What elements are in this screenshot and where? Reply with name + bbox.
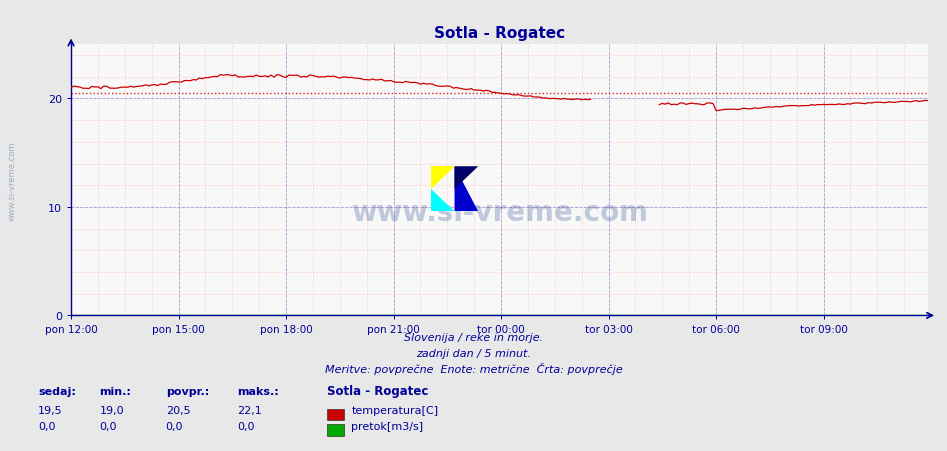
Text: Slovenija / reke in morje.: Slovenija / reke in morje. [404,332,543,342]
Text: 22,1: 22,1 [237,405,261,415]
Polygon shape [431,189,455,212]
Text: 20,5: 20,5 [166,405,190,415]
Text: www.si-vreme.com: www.si-vreme.com [8,141,17,220]
Polygon shape [455,167,478,189]
Text: Sotla - Rogatec: Sotla - Rogatec [327,385,428,398]
Text: zadnji dan / 5 minut.: zadnji dan / 5 minut. [416,348,531,358]
Text: pretok[m3/s]: pretok[m3/s] [351,421,423,431]
Polygon shape [431,167,455,189]
Text: maks.:: maks.: [237,387,278,396]
Text: Meritve: povprečne  Enote: metrične  Črta: povprečje: Meritve: povprečne Enote: metrične Črta:… [325,362,622,374]
Text: 0,0: 0,0 [237,421,254,431]
Polygon shape [455,167,478,212]
Text: povpr.:: povpr.: [166,387,209,396]
Text: 19,5: 19,5 [38,405,63,415]
Text: 19,0: 19,0 [99,405,124,415]
Text: sedaj:: sedaj: [38,387,76,396]
Text: 0,0: 0,0 [38,421,55,431]
Text: min.:: min.: [99,387,132,396]
Text: 0,0: 0,0 [166,421,183,431]
Text: temperatura[C]: temperatura[C] [351,405,438,415]
Text: www.si-vreme.com: www.si-vreme.com [351,199,648,227]
Text: 0,0: 0,0 [99,421,116,431]
Title: Sotla - Rogatec: Sotla - Rogatec [434,26,565,41]
